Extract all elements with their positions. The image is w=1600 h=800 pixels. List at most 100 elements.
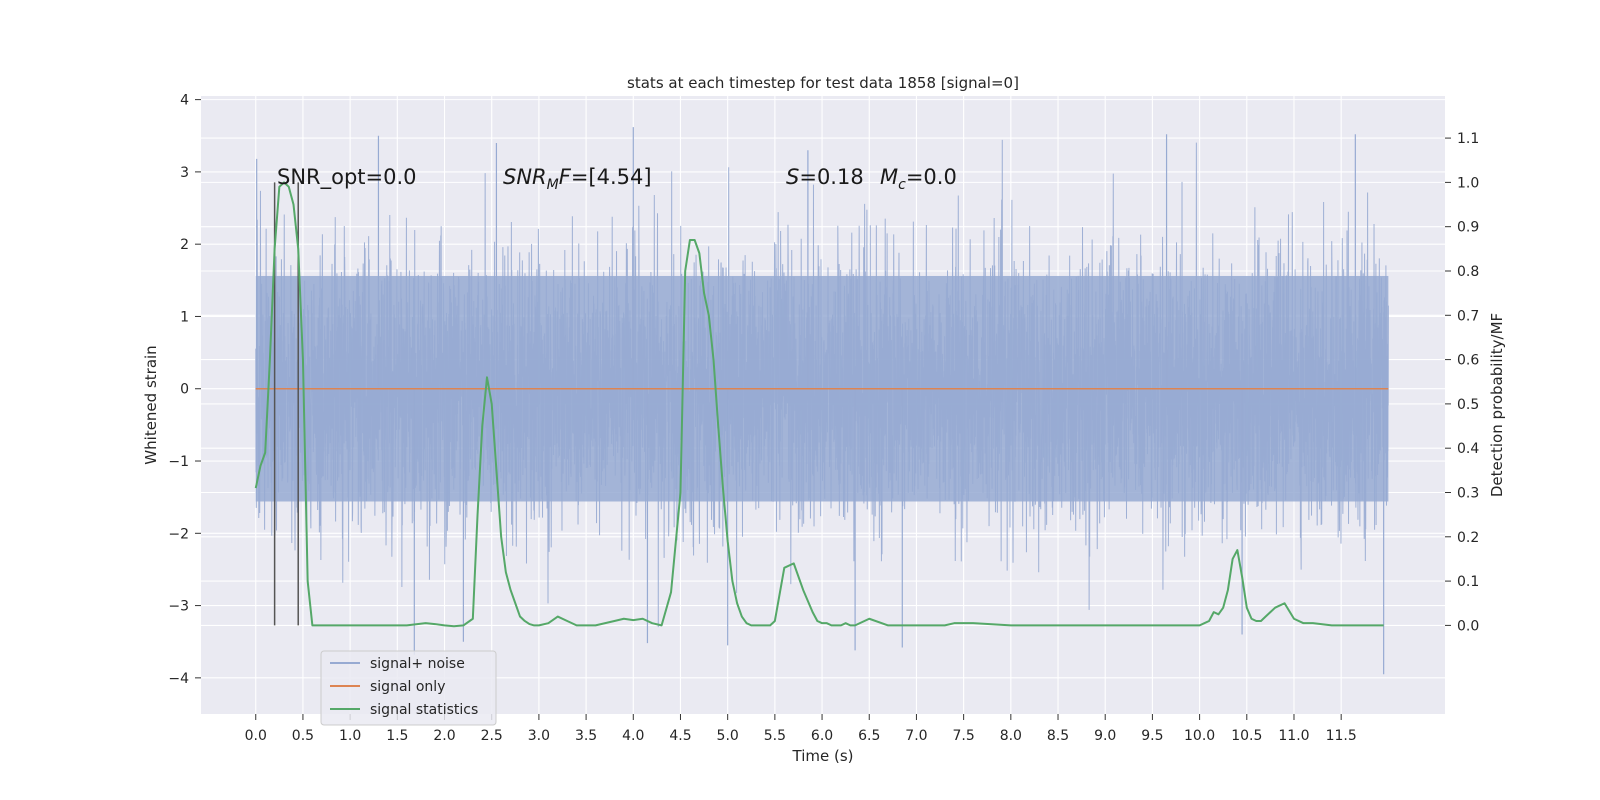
y-tick: −4 — [168, 671, 201, 687]
y2-tick: 0.8 — [1445, 264, 1479, 280]
x-tick-labels: 0.0 0.5 1.0 1.5 2.0 2.5 3.0 3.5 4.0 4.5 5.0 5.5 6.0 6… — [245, 714, 1357, 744]
y-axis-label: Whitened strain — [142, 345, 160, 464]
y-tick-labels: 4 3 2 1 0 −1 −2 −3 −4 — [168, 93, 201, 687]
x-tick-label: 6.5 — [858, 728, 880, 744]
x-tick-label: 9.0 — [1094, 728, 1116, 744]
y2-tick-label: 0.2 — [1457, 530, 1479, 546]
x-tick-label: 7.5 — [953, 728, 975, 744]
y2-tick-label: 0.5 — [1457, 397, 1479, 413]
y2-tick-label: 0.7 — [1457, 308, 1479, 324]
legend-box — [320, 650, 497, 726]
x-tick: 6.0 — [811, 714, 833, 744]
x-tick-label: 8.0 — [1000, 728, 1022, 744]
x-tick: 9.0 — [1094, 714, 1116, 744]
y-tick-label: −1 — [168, 454, 189, 470]
y2-tick-label: 0.9 — [1457, 220, 1479, 236]
x-tick-label: 9.5 — [1141, 728, 1163, 744]
x-tick-label: 5.0 — [717, 728, 739, 744]
x-tick: 11.0 — [1278, 714, 1310, 744]
x-tick: 8.5 — [1047, 714, 1069, 744]
x-tick: 0.0 — [245, 714, 267, 744]
y-tick: −2 — [168, 526, 201, 542]
x-tick: 10.0 — [1184, 714, 1215, 744]
y-tick-label: −3 — [168, 599, 189, 615]
y-tick-label: −4 — [168, 671, 189, 687]
x-tick: 3.5 — [575, 714, 597, 744]
x-tick: 4.5 — [669, 714, 692, 744]
y-tick: −3 — [168, 599, 201, 615]
y-tick: 1 — [180, 309, 201, 325]
x-tick: 5.0 — [717, 714, 739, 744]
x-tick-label: 5.5 — [764, 728, 786, 744]
x-tick: 11.5 — [1326, 714, 1357, 744]
y2-tick: 1.1 — [1445, 131, 1479, 147]
legend: signal+ noise signal only signal statist… — [320, 650, 497, 726]
x-tick: 9.5 — [1141, 714, 1164, 744]
annotation-mc: Mc=0.0 — [880, 165, 957, 193]
y-tick: 2 — [180, 237, 201, 253]
x-tick-label: 4.5 — [669, 728, 691, 744]
annotation-snr-mf: SNRMF=[4.54] — [503, 165, 652, 193]
y-tick-label: 2 — [180, 237, 189, 253]
y-tick-label: 4 — [180, 93, 189, 109]
x-tick-label: 2.5 — [481, 728, 503, 744]
x-tick-label: 0.0 — [245, 728, 267, 744]
y2-tick-labels: 1.1 1.0 0.9 0.8 0.7 0.6 0.5 0.4 0.3 0.2 0.1 0.0 — [1445, 131, 1479, 634]
y2-tick-label: 0.8 — [1457, 264, 1479, 280]
y2-tick: 0.4 — [1445, 441, 1479, 457]
x-tick-label: 11.0 — [1278, 728, 1309, 744]
y2-tick-label: 1.0 — [1457, 175, 1479, 191]
y-tick: −1 — [168, 454, 201, 470]
x-tick-label: 0.5 — [292, 728, 314, 744]
y2-tick: 0.2 — [1445, 530, 1479, 546]
legend-label-signal-statistics: signal statistics — [370, 702, 478, 718]
x-tick-label: 2.0 — [433, 728, 455, 744]
y2-tick-label: 1.1 — [1457, 131, 1479, 147]
y2-tick: 0.3 — [1445, 485, 1479, 501]
y2-tick-label: 0.1 — [1457, 574, 1479, 590]
x-tick: 4.0 — [622, 714, 644, 744]
y-tick-label: −2 — [168, 526, 189, 542]
x-tick-label: 8.5 — [1047, 728, 1069, 744]
x-tick: 0.5 — [292, 714, 314, 744]
x-tick: 7.0 — [905, 714, 928, 744]
x-tick: 7.5 — [953, 714, 975, 744]
x-tick-label: 11.5 — [1326, 728, 1357, 744]
x-tick-label: 10.0 — [1184, 728, 1215, 744]
y-tick: 4 — [180, 93, 201, 109]
y2-tick: 0.9 — [1445, 220, 1479, 236]
y2-tick: 1.0 — [1445, 175, 1479, 191]
x-tick-label: 1.0 — [339, 728, 361, 744]
x-axis-label: Time (s) — [792, 747, 854, 765]
y2-tick-label: 0.4 — [1457, 441, 1479, 457]
y-tick-label: 1 — [180, 309, 189, 325]
x-tick: 6.5 — [858, 714, 880, 744]
y-tick: 3 — [180, 165, 201, 181]
x-tick-label: 3.0 — [528, 728, 550, 744]
y2-tick: 0.5 — [1445, 397, 1479, 413]
x-tick: 5.5 — [764, 714, 786, 744]
annotation-snr-opt: SNR_opt=0.0 — [277, 165, 417, 190]
y-tick-label: 3 — [180, 165, 189, 181]
x-tick: 10.5 — [1231, 714, 1262, 744]
legend-label-signal-plus-noise: signal+ noise — [370, 656, 465, 672]
x-tick: 8.0 — [1000, 714, 1022, 744]
y2-tick: 0.1 — [1445, 574, 1479, 590]
x-tick-label: 10.5 — [1231, 728, 1262, 744]
x-tick-label: 1.5 — [386, 728, 408, 744]
y2-tick: 0.6 — [1445, 353, 1479, 369]
series-signal-statistics — [254, 181, 1384, 628]
y2-tick-label: 0.3 — [1457, 485, 1479, 501]
annotation-s: S=0.18 — [786, 165, 864, 189]
y2-tick: 0.0 — [1445, 618, 1479, 634]
x-tick-label: 6.0 — [811, 728, 833, 744]
x-tick: 3.0 — [528, 714, 550, 744]
y-tick: 0 — [180, 382, 201, 398]
y2-tick-label: 0.0 — [1457, 618, 1479, 634]
x-tick-label: 7.0 — [905, 728, 927, 744]
y2-tick-label: 0.6 — [1457, 353, 1479, 369]
chart-title: stats at each timestep for test data 185… — [627, 74, 1019, 92]
y2-axis-label: Detection probability/MF — [1488, 313, 1506, 497]
y-tick-label: 0 — [180, 382, 189, 398]
